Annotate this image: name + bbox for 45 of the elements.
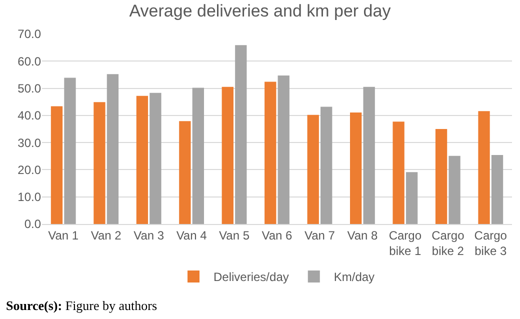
x-tick-label: Van 7 — [304, 228, 336, 242]
bar — [392, 122, 404, 224]
bar — [179, 121, 191, 224]
bar — [64, 78, 76, 224]
chart-title: Average deliveries and km per day — [129, 2, 392, 21]
y-tick-label: 50.0 — [18, 81, 42, 96]
legend-label: Km/day — [334, 270, 375, 284]
bar — [192, 88, 204, 224]
source-note: Source(s): Figure by authors — [6, 298, 158, 313]
x-tick-label: Cargo bike 1 — [388, 228, 422, 258]
bar — [350, 112, 362, 224]
x-tick-label: Van 4 — [176, 228, 208, 242]
bar — [106, 74, 119, 224]
y-tick-label: 30.0 — [18, 136, 42, 150]
bar — [491, 155, 504, 224]
x-tick-label: Van 6 — [262, 228, 293, 242]
bar — [320, 106, 332, 224]
x-tick-label: Van 2 — [90, 228, 122, 242]
bar — [448, 156, 460, 224]
y-tick-label: 10.0 — [18, 190, 42, 204]
bar — [136, 96, 148, 224]
bar — [307, 114, 319, 224]
bar — [50, 106, 63, 224]
y-tick-label: 0.0 — [24, 217, 42, 232]
x-tick-label: Van 5 — [219, 228, 250, 242]
bar — [235, 45, 247, 224]
bar — [363, 86, 375, 224]
y-tick-label: 70.0 — [18, 27, 42, 42]
y-tick-label: 20.0 — [18, 162, 42, 177]
x-tick-label: Van 8 — [347, 228, 378, 242]
y-tick-label: 60.0 — [18, 54, 42, 68]
x-tick-label: Van 1 — [48, 228, 79, 242]
bar — [222, 86, 234, 224]
bar — [278, 76, 290, 224]
legend-label: Deliveries/day — [214, 270, 289, 284]
x-tick-label: Van 3 — [134, 228, 164, 242]
bar — [150, 92, 162, 224]
bar — [94, 102, 106, 224]
bar — [478, 111, 490, 224]
y-tick-label: 40.0 — [18, 108, 42, 123]
x-tick-label: Cargo bike 3 — [474, 228, 508, 258]
bar — [406, 172, 418, 224]
bar — [435, 129, 448, 224]
x-tick-label: Cargo bike 2 — [432, 228, 465, 258]
bar — [264, 82, 276, 224]
